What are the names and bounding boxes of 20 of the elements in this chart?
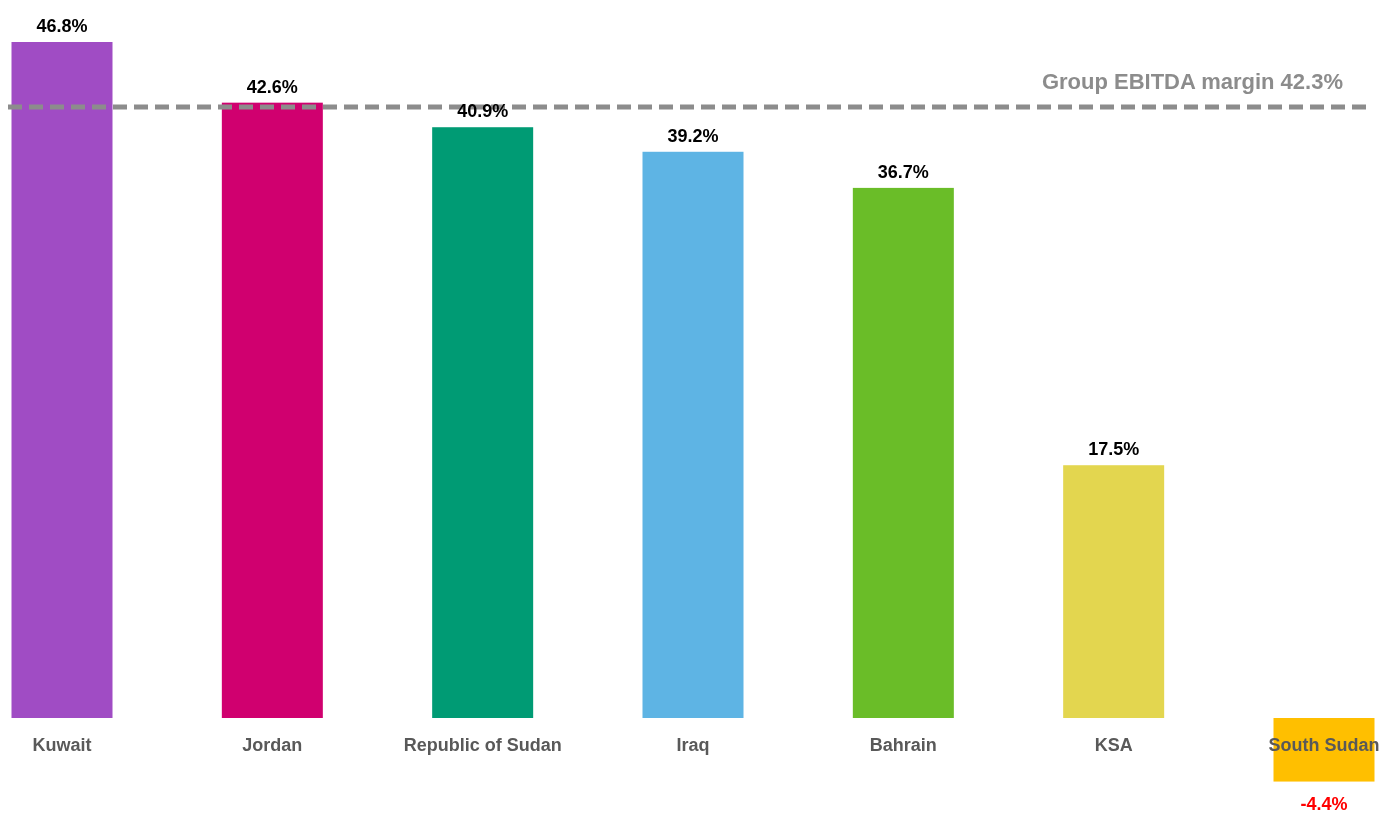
data-label: 40.9% <box>457 101 509 122</box>
bar <box>221 102 323 718</box>
data-label: 46.8% <box>36 16 88 36</box>
data-label: 39.2% <box>667 125 719 146</box>
bar <box>642 151 744 718</box>
data-label: -4.4% <box>1300 793 1348 814</box>
x-tick-label: Jordan <box>242 735 303 755</box>
bar <box>432 127 534 718</box>
data-label: 42.6% <box>246 76 298 97</box>
bar <box>852 187 954 718</box>
ref-line-label: Group EBITDA margin 42.3% <box>1041 69 1343 94</box>
x-tick-label: Kuwait <box>32 735 92 755</box>
data-label: 36.7% <box>877 161 929 182</box>
bar <box>11 42 113 718</box>
x-tick-label: Republic of Sudan <box>403 735 562 755</box>
bar <box>1063 465 1165 718</box>
x-tick-label: Iraq <box>676 735 710 755</box>
x-tick-label: Bahrain <box>869 735 937 755</box>
data-label: 17.5% <box>1088 439 1140 460</box>
x-tick-label: KSA <box>1094 735 1133 755</box>
